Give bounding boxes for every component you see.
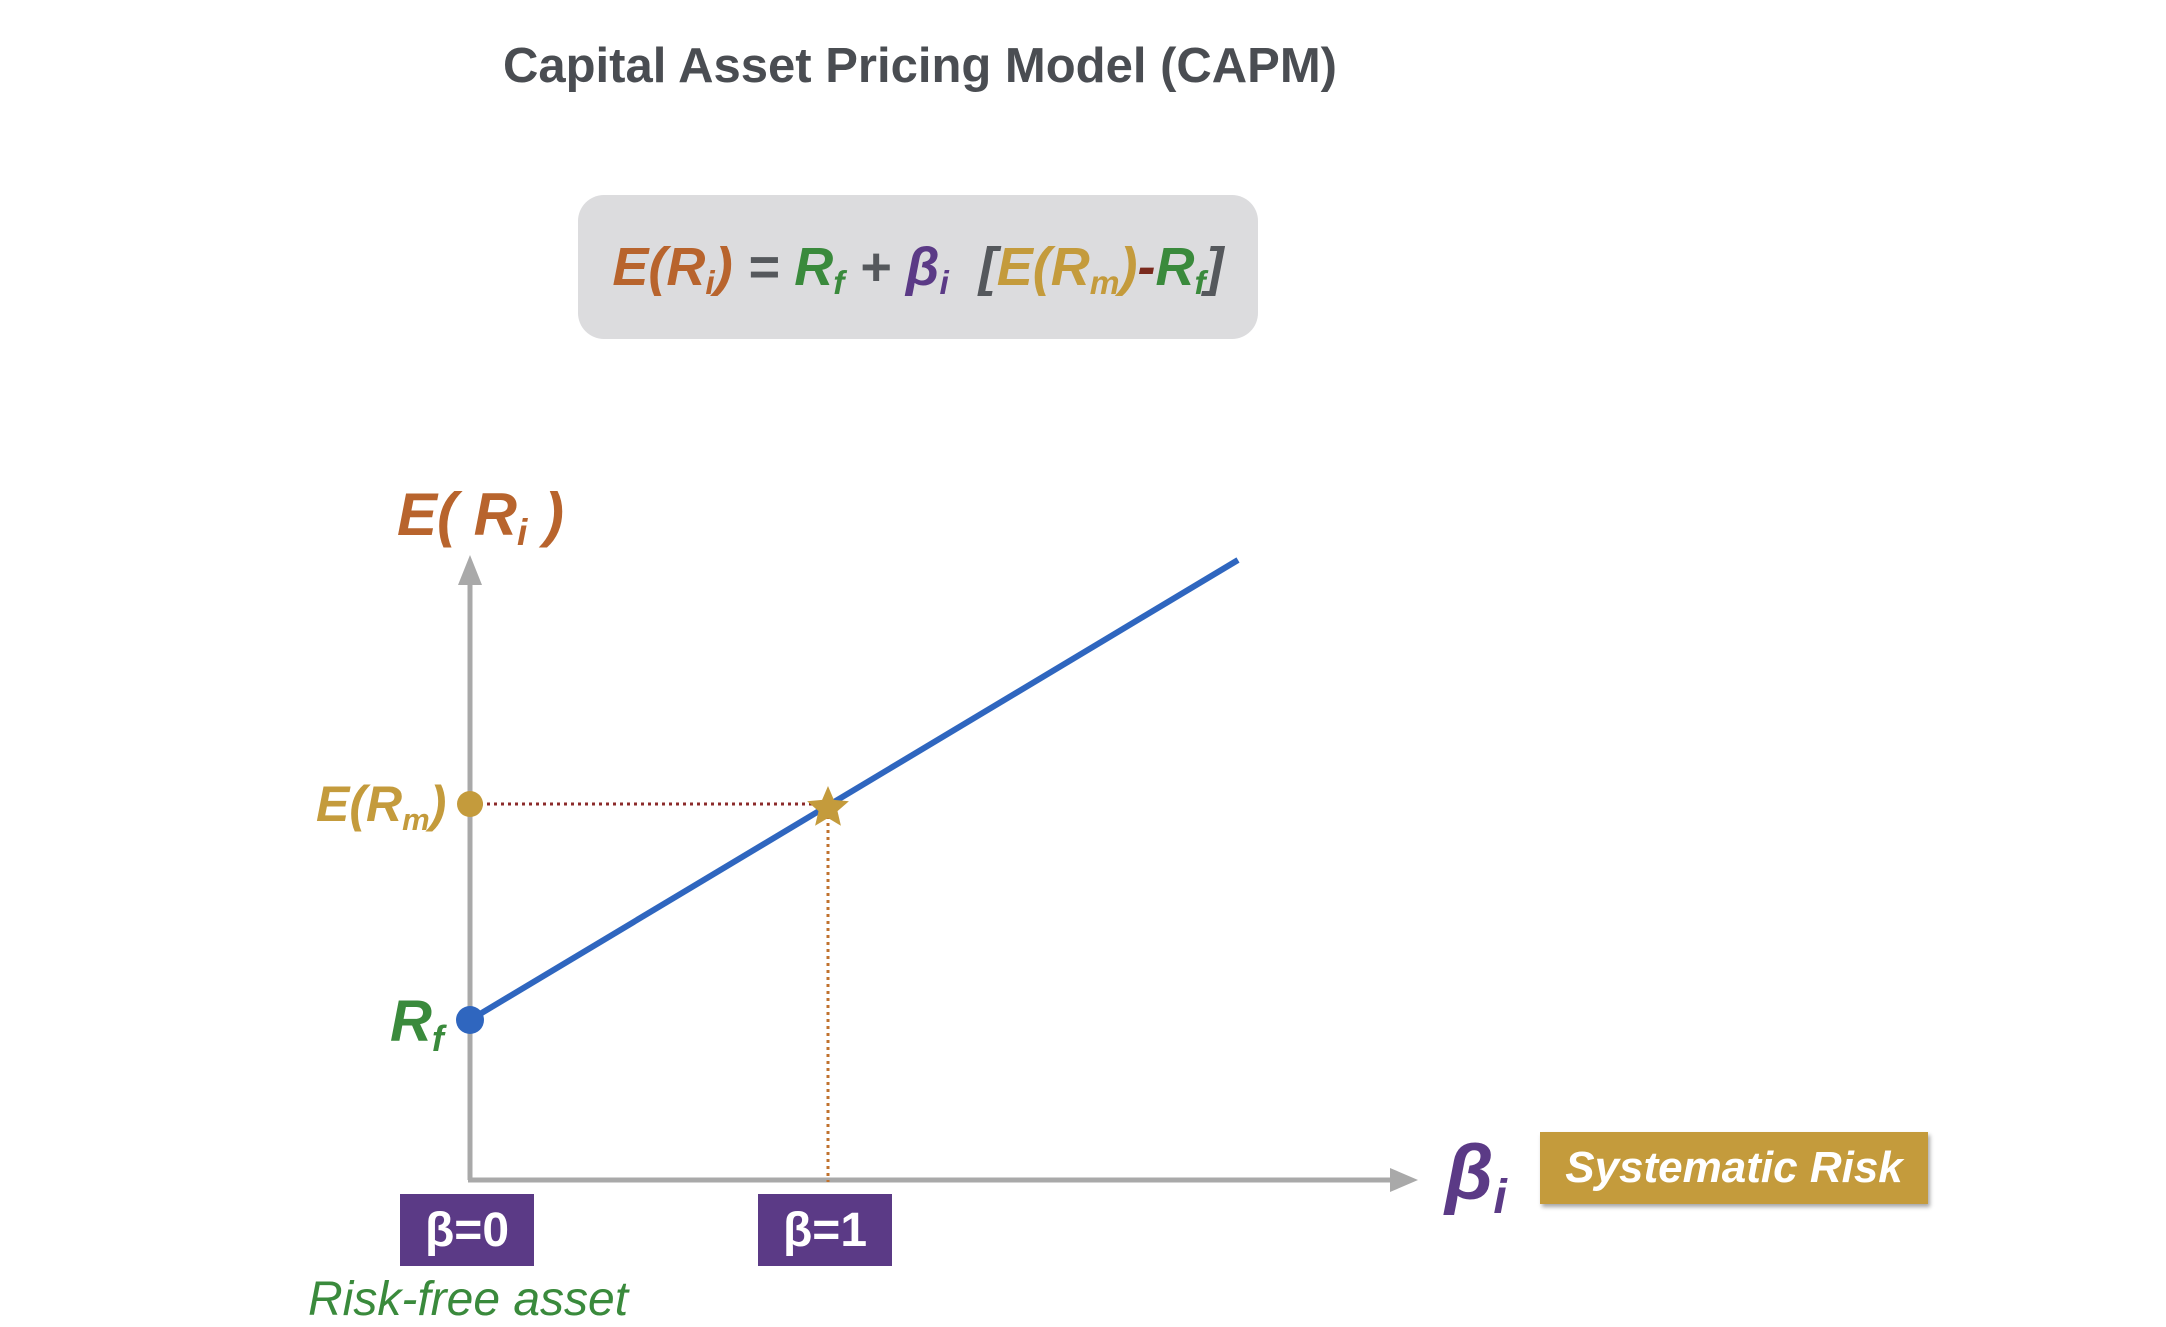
formula-expected-return: E(Ri) [612, 237, 733, 303]
beta-zero-tick: β=0 [400, 1194, 534, 1266]
formula-plus: + [844, 237, 906, 297]
formula-risk-free-2: Rf [1155, 237, 1206, 303]
page-title: Capital Asset Pricing Model (CAPM) [502, 39, 1337, 93]
risk-free-caption: Risk-free asset [308, 1273, 629, 1326]
security-market-line [468, 557, 1240, 1023]
formula-equals: = [732, 237, 795, 297]
x-axis-arrow [1390, 1168, 1418, 1192]
formula-minus: - [1137, 237, 1156, 297]
formula-close-bracket: ] [1205, 237, 1224, 297]
risk-free-label: Rf [390, 989, 444, 1060]
y-axis-arrow [458, 555, 482, 585]
market-return-label: E(Rm) [316, 776, 447, 837]
capm-formula: E(Ri) = Rf + βi [ E(Rm) - Rf ] [578, 195, 1258, 339]
market-return-point [457, 791, 483, 817]
systematic-risk-badge: Systematic Risk [1540, 1132, 1928, 1204]
market-portfolio-star [807, 786, 849, 826]
beta-one-tick: β=1 [758, 1194, 892, 1266]
y-axis-label: E( Ri ) [397, 481, 564, 554]
formula-market-return: E(Rm) [996, 237, 1138, 303]
formula-risk-free: Rf [794, 237, 845, 303]
formula-beta: βi [905, 237, 949, 303]
risk-free-point [456, 1006, 484, 1034]
formula-open-bracket: [ [948, 237, 997, 297]
x-axis-label: βi [1445, 1128, 1507, 1224]
